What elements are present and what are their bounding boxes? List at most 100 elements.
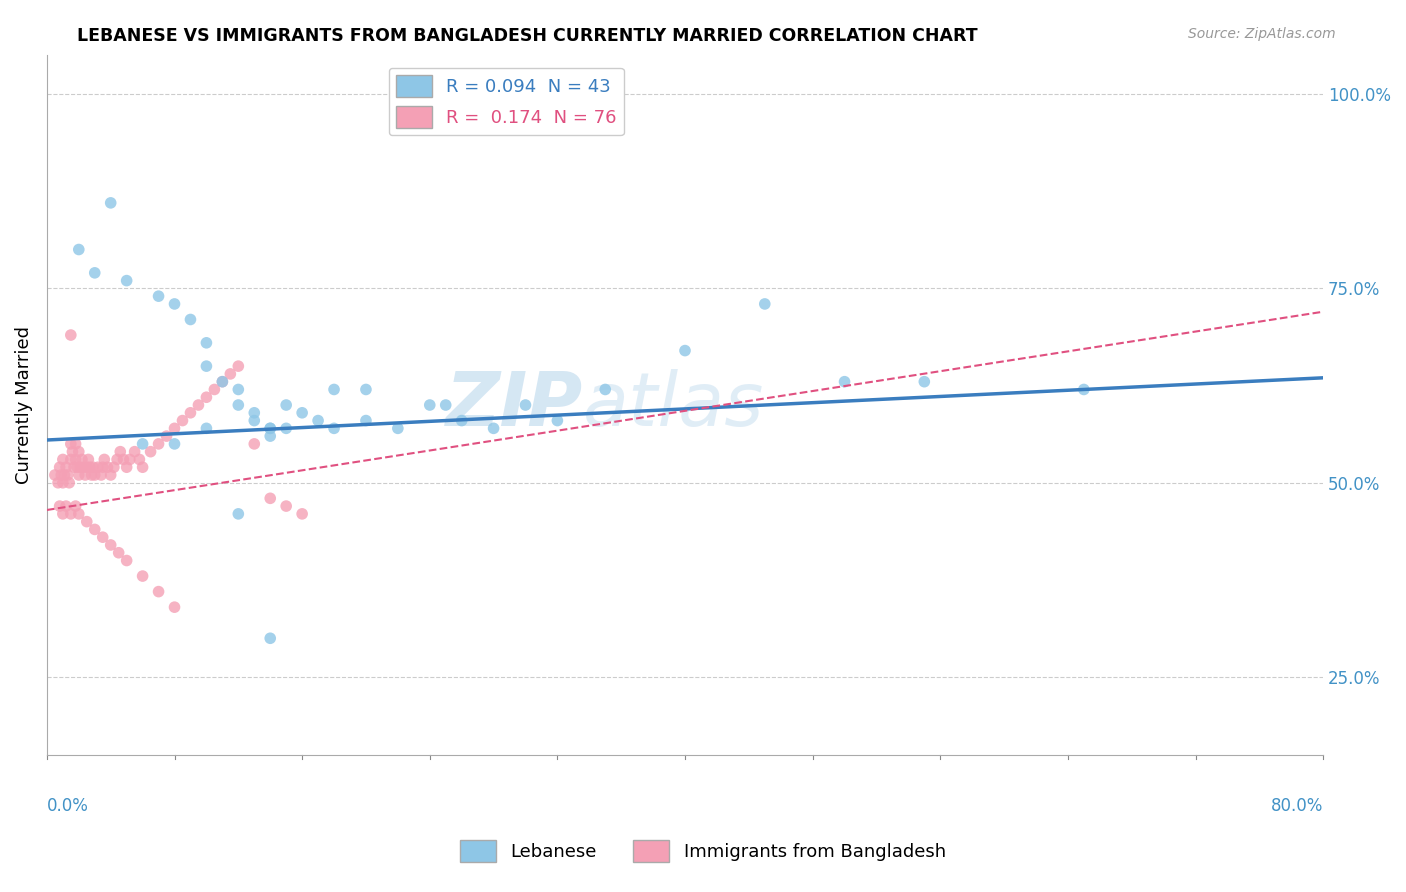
- Point: [66, 460, 89, 475]
- Point: [115, 553, 138, 567]
- Point: [65, 499, 87, 513]
- Point: [96, 460, 118, 475]
- Point: [202, 383, 225, 397]
- Point: [80, 468, 103, 483]
- Point: [139, 444, 162, 458]
- Point: [110, 444, 132, 458]
- Point: [354, 383, 377, 397]
- Point: [51, 468, 73, 483]
- Point: [124, 444, 146, 458]
- Point: [115, 460, 138, 475]
- Point: [450, 413, 472, 427]
- Point: [307, 413, 329, 427]
- Point: [163, 437, 186, 451]
- Point: [44, 468, 66, 483]
- Point: [91, 530, 114, 544]
- Point: [419, 398, 441, 412]
- Point: [546, 413, 568, 427]
- Point: [593, 383, 616, 397]
- Point: [93, 452, 115, 467]
- Point: [434, 398, 457, 412]
- Point: [79, 460, 101, 475]
- Point: [65, 452, 87, 467]
- Point: [163, 600, 186, 615]
- Point: [1073, 383, 1095, 397]
- Point: [87, 460, 110, 475]
- Point: [48, 460, 70, 475]
- Point: [163, 421, 186, 435]
- Point: [46, 475, 69, 490]
- Point: [259, 421, 281, 435]
- Text: LEBANESE VS IMMIGRANTS FROM BANGLADESH CURRENTLY MARRIED CORRELATION CHART: LEBANESE VS IMMIGRANTS FROM BANGLADESH C…: [77, 27, 979, 45]
- Point: [59, 507, 82, 521]
- Point: [76, 515, 98, 529]
- Point: [91, 460, 114, 475]
- Point: [62, 444, 84, 458]
- Point: [128, 452, 150, 467]
- Point: [90, 468, 112, 483]
- Point: [83, 468, 105, 483]
- Point: [259, 632, 281, 646]
- Point: [515, 398, 537, 412]
- Point: [276, 499, 298, 513]
- Point: [276, 398, 298, 412]
- Point: [228, 398, 250, 412]
- Point: [53, 468, 76, 483]
- Legend: Lebanese, Immigrants from Bangladesh: Lebanese, Immigrants from Bangladesh: [453, 833, 953, 870]
- Point: [131, 569, 153, 583]
- Y-axis label: Currently Married: Currently Married: [15, 326, 32, 484]
- Point: [76, 460, 98, 475]
- Point: [179, 312, 201, 326]
- Point: [219, 367, 242, 381]
- Point: [118, 452, 141, 467]
- Point: [67, 507, 90, 521]
- Point: [195, 390, 218, 404]
- Point: [67, 243, 90, 257]
- Point: [228, 359, 250, 373]
- Point: [259, 491, 281, 506]
- Point: [70, 452, 93, 467]
- Point: [912, 375, 935, 389]
- Point: [148, 289, 170, 303]
- Point: [172, 413, 194, 427]
- Text: ZIP: ZIP: [446, 368, 583, 442]
- Point: [259, 429, 281, 443]
- Point: [259, 421, 281, 435]
- Point: [72, 460, 94, 475]
- Point: [67, 468, 90, 483]
- Point: [243, 406, 266, 420]
- Point: [56, 468, 79, 483]
- Point: [100, 538, 122, 552]
- Point: [228, 383, 250, 397]
- Point: [354, 413, 377, 427]
- Text: 0.0%: 0.0%: [46, 797, 89, 814]
- Point: [211, 375, 233, 389]
- Point: [131, 460, 153, 475]
- Point: [83, 523, 105, 537]
- Point: [834, 375, 856, 389]
- Point: [291, 406, 314, 420]
- Point: [107, 546, 129, 560]
- Legend: R = 0.094  N = 43, R =  0.174  N = 76: R = 0.094 N = 43, R = 0.174 N = 76: [388, 68, 624, 136]
- Point: [195, 359, 218, 373]
- Point: [276, 421, 298, 435]
- Point: [155, 429, 177, 443]
- Point: [103, 460, 125, 475]
- Point: [243, 413, 266, 427]
- Point: [55, 499, 77, 513]
- Point: [179, 406, 201, 420]
- Point: [387, 421, 409, 435]
- Point: [55, 460, 77, 475]
- Point: [59, 437, 82, 451]
- Point: [195, 421, 218, 435]
- Text: atlas: atlas: [583, 369, 765, 441]
- Point: [482, 421, 505, 435]
- Point: [52, 475, 75, 490]
- Point: [148, 584, 170, 599]
- Point: [673, 343, 696, 358]
- Point: [58, 475, 80, 490]
- Point: [105, 452, 128, 467]
- Point: [112, 452, 135, 467]
- Point: [100, 468, 122, 483]
- Point: [67, 444, 90, 458]
